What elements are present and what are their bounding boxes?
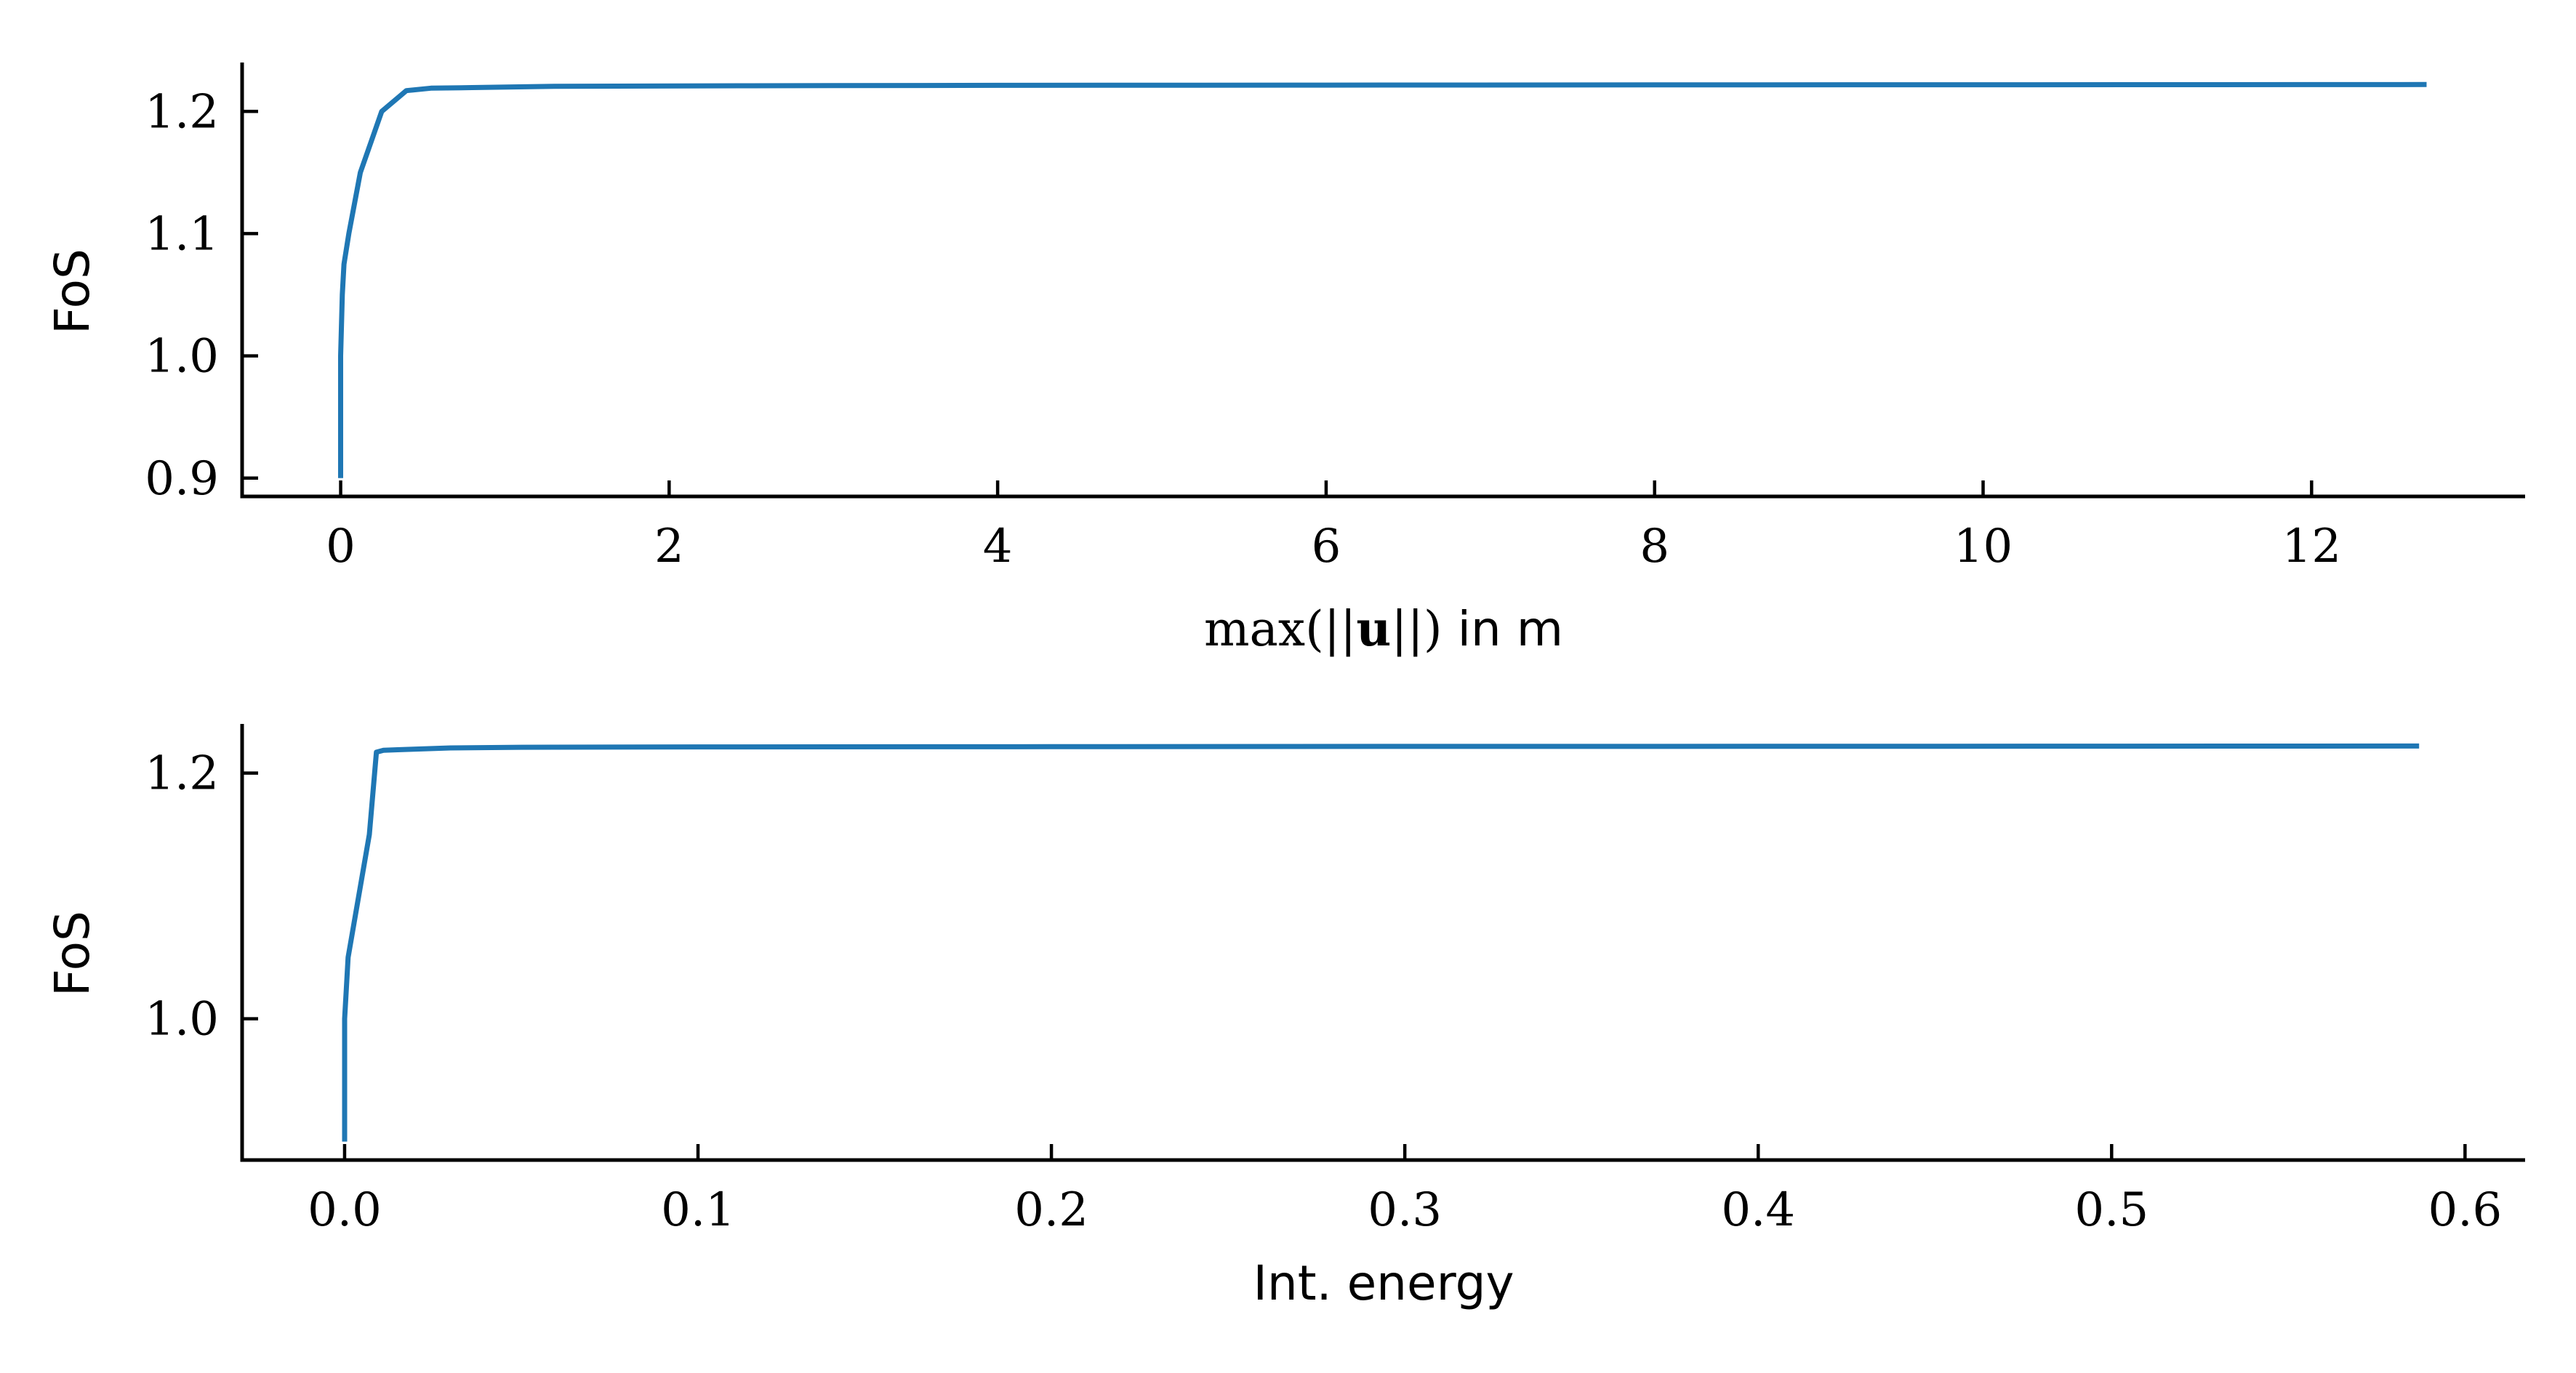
y-tick-label: 1.2	[145, 747, 219, 801]
x-tick-label: 10	[1954, 520, 2013, 573]
y-tick-label: 1.1	[145, 207, 219, 261]
displacement-panel: 0 2 4 6 8 10 12 0.9 1.0 1.1 1.2 max(||u||) in m FoS	[44, 63, 2525, 657]
x-tick-label: 0.4	[1721, 1183, 1795, 1237]
series-line-0	[338, 81, 2427, 478]
y-tick-label: 1.2	[145, 85, 219, 139]
x-tick-label: 0	[326, 520, 356, 573]
x-tick-label: 0.5	[2074, 1183, 2148, 1237]
y-axis-label: FoS	[44, 249, 100, 334]
x-tick-label: 0.3	[1368, 1183, 1442, 1237]
x-tick-label: 0.0	[308, 1183, 382, 1237]
x-tick-label: 6	[1312, 520, 1341, 573]
y-tick-label: 0.9	[145, 452, 219, 506]
y-tick-label: 1.0	[145, 330, 219, 384]
x-tick-label: 0.1	[661, 1183, 735, 1237]
x-axis-label: Int. energy	[1253, 1255, 1514, 1311]
x-tick-label: 8	[1640, 520, 1669, 573]
x-tick-label: 2	[654, 520, 684, 573]
series-line-0	[342, 743, 2420, 1142]
x-tick-label: 0.6	[2428, 1183, 2502, 1237]
x-tick-label: 0.2	[1014, 1183, 1088, 1237]
y-axis-label: FoS	[44, 911, 100, 996]
x-axis-label: max(||u||) in m	[1204, 600, 1563, 657]
energy-panel: 0.0 0.1 0.2 0.3 0.4 0.5 0.6 1.0 1.2 Int. energy Fo…	[44, 724, 2525, 1311]
x-tick-label: 4	[983, 520, 1013, 573]
x-tick-label: 12	[2282, 520, 2341, 573]
y-tick-label: 1.0	[145, 993, 219, 1047]
